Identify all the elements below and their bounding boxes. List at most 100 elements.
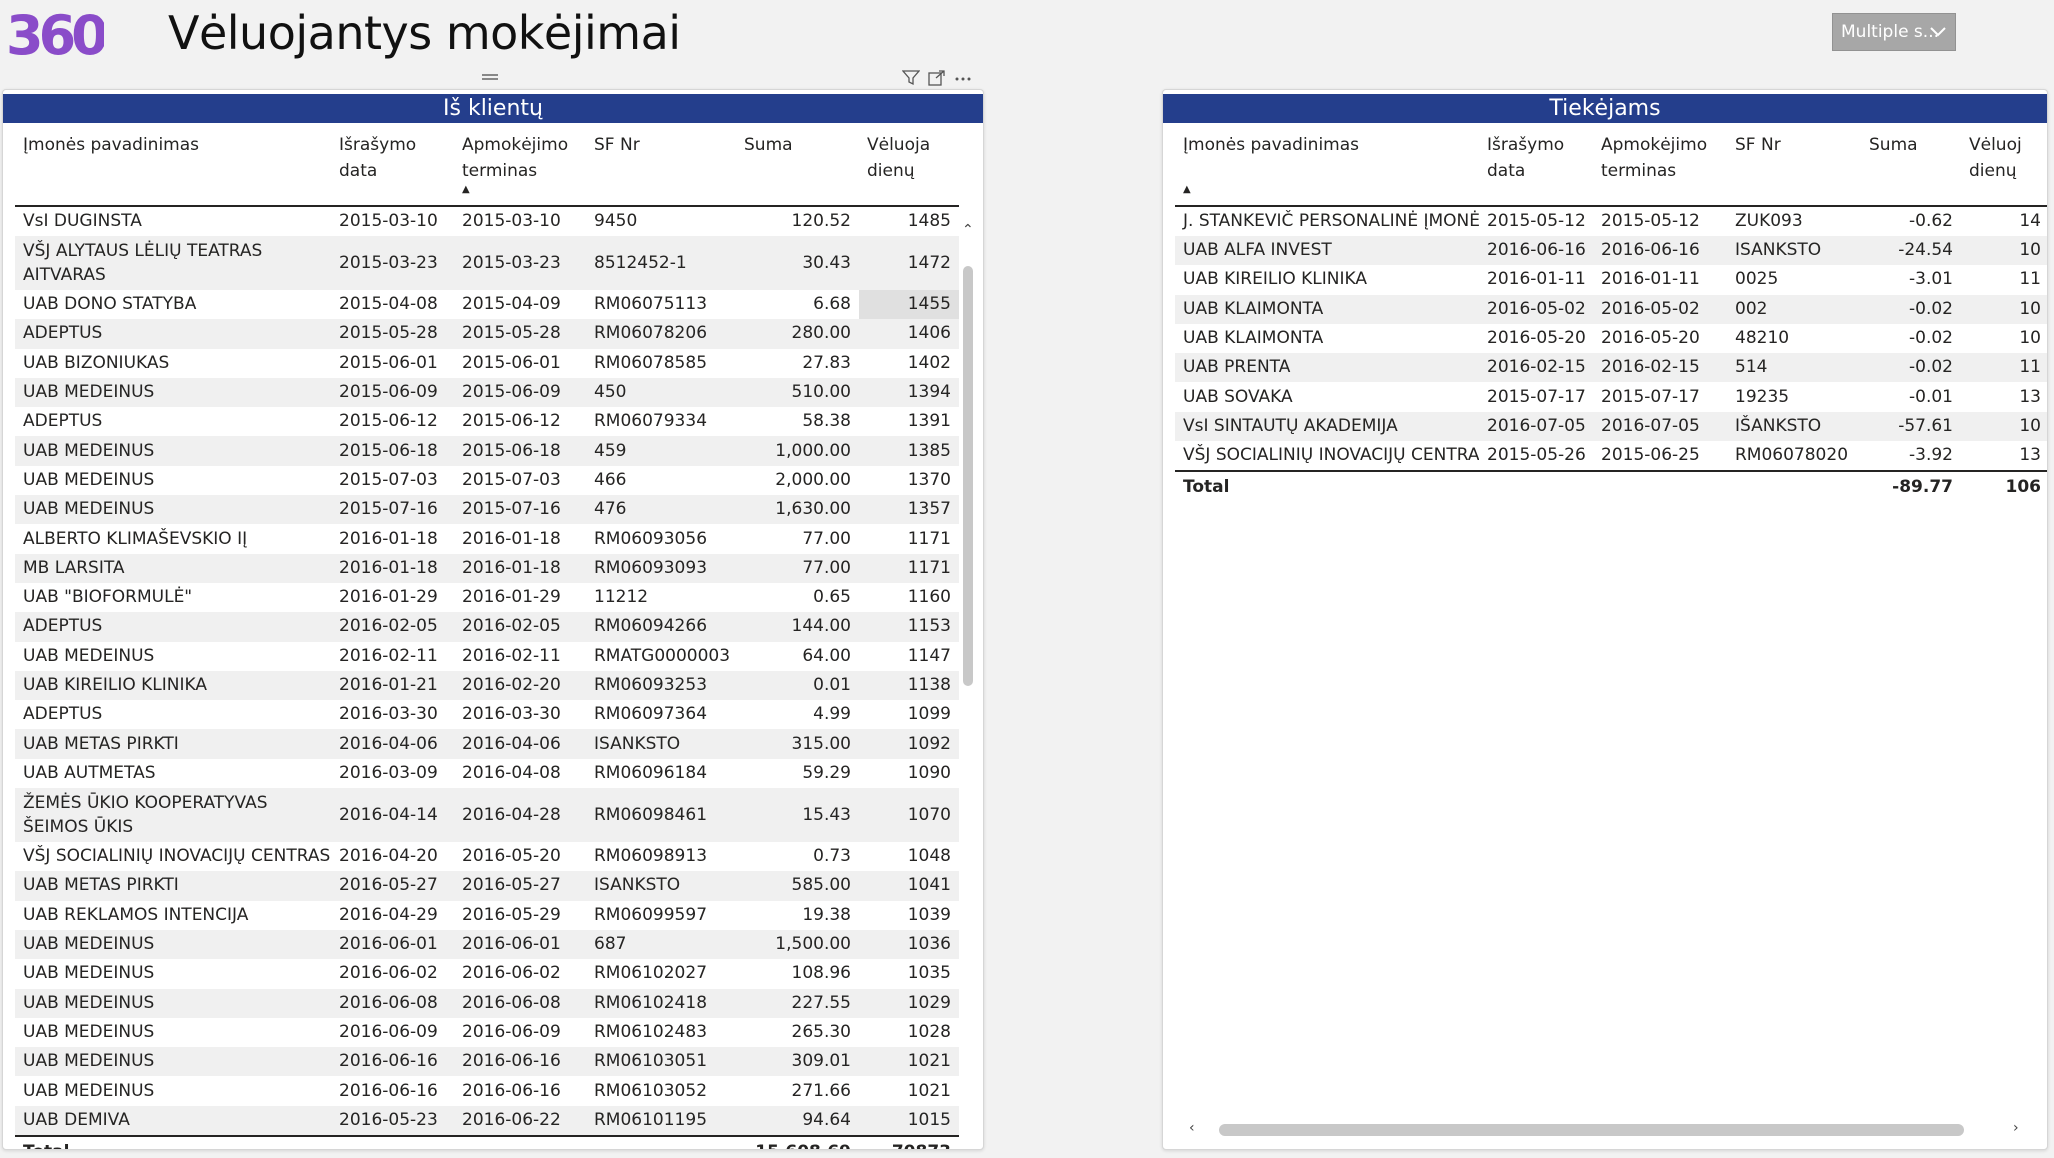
table-row[interactable]: ŽEMĖS ŪKIO KOOPERATYVAS ŠEIMOS ŪKIS 2016-… xyxy=(15,788,959,843)
column-header[interactable]: Išrašymo data xyxy=(1487,135,1565,181)
column-header[interactable]: Įmonės pavadinimas ▲ xyxy=(1175,128,1479,206)
table-row[interactable]: UAB MEDEINUS 2016-06-16 2016-06-16 RM061030… xyxy=(15,1076,959,1105)
table-row[interactable]: UAB MEDEINUS 2015-06-09 2015-06-09 450 510.0… xyxy=(15,377,959,408)
table-cell: 1029 xyxy=(859,988,959,1018)
table-row[interactable]: UAB PRENTA 2016-02-15 2016-02-15 514 -0.02 11 xyxy=(1175,353,2047,383)
table-row[interactable]: UAB ALFA INVEST 2016-06-16 2016-06-16 ISANK… xyxy=(1175,236,2047,266)
table-row[interactable]: UAB METAS PIRKTI 2016-04-06 2016-04-06 ISAN… xyxy=(15,729,959,759)
column-header[interactable]: Įmonės pavadinimas xyxy=(23,135,200,155)
table-cell: 2016-05-02 xyxy=(1593,294,1727,324)
table-row[interactable]: UAB SOVAKA 2015-07-17 2015-07-17 19235 -0.01… xyxy=(1175,382,2047,411)
table-row[interactable]: UAB MEDEINUS 2016-06-01 2016-06-01 687 1,500… xyxy=(15,929,959,960)
horizontal-scrollbar[interactable]: ‹ › xyxy=(1177,1120,2037,1140)
table-cell: 1021 xyxy=(907,1080,951,1101)
table-cell: 2016-02-05 xyxy=(454,612,586,642)
column-header[interactable]: Apmokėjimo terminas xyxy=(1601,135,1708,181)
more-options-icon[interactable] xyxy=(954,70,972,86)
column-header[interactable]: SF Nr xyxy=(594,135,640,155)
table-row[interactable]: UAB MEDEINUS 2016-06-08 2016-06-08 RM061024… xyxy=(15,988,959,1018)
table-cell: UAB "BIOFORMULĖ" xyxy=(23,587,193,608)
table-cell: 4.99 xyxy=(813,704,851,725)
table-row[interactable]: UAB KIREILIO KLINIKA 2016-01-11 2016-01-11… xyxy=(1175,265,2047,294)
table-row[interactable]: UAB "BIOFORMULĖ" 2016-01-29 2016-01-29 1121… xyxy=(15,583,959,612)
table-row[interactable]: VsI SINTAUTŲ AKADEMIJA 2016-07-05 2016-07-… xyxy=(1175,411,2047,442)
table-cell: 2015-04-08 xyxy=(339,294,438,315)
table-row[interactable]: VŠJ ALYTAUS LĖLIŲ TEATRAS AITVARAS 2015-0… xyxy=(15,236,959,290)
filter-slicer[interactable]: Multiple s... xyxy=(1832,13,1956,51)
column-header[interactable]: Vėluoj dienų xyxy=(1969,135,2022,181)
table-cell: 2016-04-06 xyxy=(331,729,454,759)
drag-grip-icon[interactable] xyxy=(482,74,498,80)
table-cell: RM06094266 xyxy=(586,612,736,642)
table-row[interactable]: J. STANKEVIČ PERSONALINĖ ĮMONĖ 2015-05-12… xyxy=(1175,206,2047,236)
table-row[interactable]: UAB MEDEINUS 2016-02-11 2016-02-11 RMATG000… xyxy=(15,642,959,671)
table-cell: UAB AUTMETAS xyxy=(23,762,156,783)
table-header-row: Įmonės pavadinimas Išrašymo data Apmokėjim… xyxy=(15,128,959,206)
total-row: Total -89.77 106 xyxy=(1175,470,2047,504)
table-cell: 1160 xyxy=(907,587,951,608)
focus-mode-icon[interactable] xyxy=(928,70,946,86)
table-row[interactable]: UAB MEDEINUS 2016-06-09 2016-06-09 RM061024… xyxy=(15,1018,959,1047)
filter-icon[interactable] xyxy=(902,70,920,86)
table-row[interactable]: MB LARSITA 2016-01-18 2016-01-18 RM06093093… xyxy=(15,553,959,583)
table-row[interactable]: UAB MEDEINUS 2015-07-16 2015-07-16 476 1,630… xyxy=(15,495,959,525)
table-cell: 2016-05-27 xyxy=(331,871,454,901)
table-row[interactable]: VŠJ SOCIALINIŲ INOVACIJŲ CENTRAS 2015-05-… xyxy=(1175,441,2047,471)
column-header[interactable]: Išrašymo data xyxy=(339,135,417,181)
table-cell: 2016-01-11 xyxy=(1601,269,1700,290)
table-row[interactable]: ADEPTUS 2015-06-12 2015-06-12 RM06079334 58.… xyxy=(15,407,959,436)
table-row[interactable]: UAB KIREILIO KLINIKA 2016-01-21 2016-02-20… xyxy=(15,670,959,701)
table-row[interactable]: VŠJ SOCIALINIŲ INOVACIJŲ CENTRAS 2016-04-… xyxy=(15,842,959,871)
vertical-scrollbar[interactable]: ⌃ xyxy=(961,222,975,1149)
table-row[interactable]: UAB DEMIVA 2016-05-23 2016-06-22 RM06101195… xyxy=(15,1105,959,1136)
slicer-label: Multiple s... xyxy=(1841,22,1939,42)
table-row[interactable]: ADEPTUS 2016-03-30 2016-03-30 RM06097364 4.9… xyxy=(15,700,959,729)
table-cell: 2016-06-16 xyxy=(339,1080,438,1101)
table-cell: VsI SINTAUTŲ AKADEMIJA xyxy=(1175,411,1479,442)
table-cell: 13 xyxy=(2019,445,2041,466)
table-cell: 2015-07-16 xyxy=(454,495,586,525)
table-cell: RM06101195 xyxy=(586,1105,736,1136)
table-row[interactable]: ADEPTUS 2015-05-28 2015-05-28 RM06078206 280… xyxy=(15,319,959,349)
scroll-right-icon[interactable]: › xyxy=(2013,1120,2019,1136)
scroll-thumb[interactable] xyxy=(963,266,973,686)
scroll-left-icon[interactable]: ‹ xyxy=(1189,1120,1195,1136)
table-row[interactable]: UAB MEDEINUS 2016-06-02 2016-06-02 RM061020… xyxy=(15,959,959,988)
table-cell: 1015 xyxy=(859,1105,959,1136)
column-header[interactable]: Suma xyxy=(1869,135,1918,155)
table-cell: -0.02 xyxy=(1861,294,1961,324)
table-cell: 1039 xyxy=(907,904,951,925)
scroll-up-icon[interactable]: ⌃ xyxy=(962,222,974,238)
column-header[interactable]: Suma xyxy=(744,135,793,155)
table-cell: ISANKSTO xyxy=(586,729,736,759)
total-suma: 15,608.69 xyxy=(736,1134,859,1149)
scroll-thumb[interactable] xyxy=(1219,1124,1964,1136)
table-cell: 2016-06-22 xyxy=(454,1105,586,1136)
table-cell: 8512452-1 xyxy=(586,236,736,290)
table-row[interactable]: UAB AUTMETAS 2016-03-09 2016-04-08 RM060961… xyxy=(15,759,959,788)
column-header[interactable]: Apmokėjimo terminas ▲ xyxy=(454,128,586,206)
suppliers-header: Tiekėjams xyxy=(1163,94,2047,123)
table-row[interactable]: UAB REKLAMOS INTENCIJA 2016-04-29 2016-05-… xyxy=(15,901,959,930)
table-row[interactable]: UAB MEDEINUS 2015-07-03 2015-07-03 466 2,000… xyxy=(15,466,959,495)
table-cell: 2016-01-21 xyxy=(331,670,454,701)
table-cell: 1385 xyxy=(859,436,959,466)
table-cell: 2016-05-20 xyxy=(1487,328,1586,349)
table-row[interactable]: UAB MEDEINUS 2015-06-18 2015-06-18 459 1,000… xyxy=(15,436,959,466)
column-header[interactable]: SF Nr xyxy=(1735,135,1781,155)
table-row[interactable]: UAB KLAIMONTA 2016-05-20 2016-05-20 48210 -0… xyxy=(1175,324,2047,353)
table-row[interactable]: ALBERTO KLIMAŠEVSKIO IĮ 2016-01-18 2016-01… xyxy=(15,524,959,553)
table-row[interactable]: UAB DONO STATYBA 2015-04-08 2015-04-09 RM06… xyxy=(15,290,959,320)
sort-ascending-icon: ▲ xyxy=(1183,184,1191,195)
table-row[interactable]: ADEPTUS 2016-02-05 2016-02-05 RM06094266 144… xyxy=(15,612,959,642)
table-row[interactable]: UAB MEDEINUS 2016-06-16 2016-06-16 RM061030… xyxy=(15,1047,959,1077)
table-cell: 2015-03-10 xyxy=(339,211,438,231)
table-row[interactable]: UAB METAS PIRKTI 2016-05-27 2016-05-27 ISAN… xyxy=(15,871,959,901)
column-header[interactable]: Vėluoja dienų xyxy=(867,135,931,181)
table-cell: 002 xyxy=(1727,294,1861,324)
table-cell: ISANKSTO xyxy=(586,871,736,901)
table-row[interactable]: VsI DUGINSTA 2015-03-10 2015-03-10 9450 120.… xyxy=(15,206,959,236)
table-cell: 1153 xyxy=(859,612,959,642)
table-row[interactable]: UAB KLAIMONTA 2016-05-02 2016-05-02 002 -0.0… xyxy=(1175,294,2047,324)
table-row[interactable]: UAB BIZONIUKAS 2015-06-01 2015-06-01 RM0607… xyxy=(15,349,959,378)
